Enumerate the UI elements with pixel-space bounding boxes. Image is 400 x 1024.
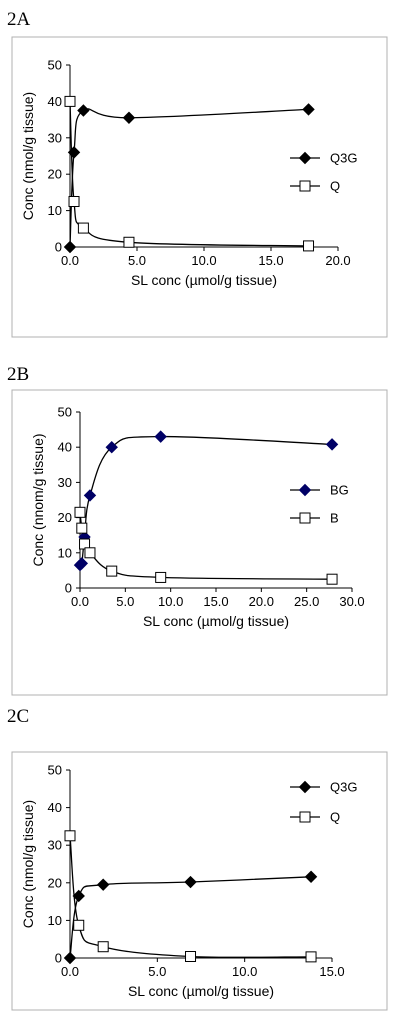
y-tick-label: 40 — [58, 440, 72, 455]
y-tick-label: 50 — [48, 58, 62, 73]
y-axis-title: Conc (nmol/g tissue) — [20, 800, 36, 928]
x-tick-label: 15.0 — [203, 594, 228, 609]
y-tick-label: 10 — [48, 203, 62, 218]
data-point-q3g — [63, 240, 77, 254]
data-point-q3g — [96, 878, 110, 891]
panel-label-2c: 2C — [7, 706, 30, 727]
y-tick-label: 0 — [65, 581, 72, 596]
x-tick-label: 15.0 — [319, 964, 344, 979]
data-point-q3g — [302, 103, 315, 116]
y-tick-label: 30 — [48, 130, 62, 145]
legend-label-q3g: Q3G — [330, 151, 357, 166]
data-point-q3g — [122, 111, 136, 124]
data-point-bg — [325, 438, 339, 451]
y-tick-label: 40 — [48, 94, 62, 109]
y-tick-label: 10 — [58, 545, 72, 560]
y-tick-label: 20 — [58, 510, 72, 525]
y-tick-label: 30 — [48, 838, 62, 853]
chart-2a: 0 10 20 30 40 50 0.0 5.0 10.0 15.0 20.0 SL conc (µm… — [11, 36, 388, 338]
y-tick-label: 20 — [48, 167, 62, 182]
x-axis-title: SL conc (µmol/g tissue) — [143, 613, 289, 629]
data-point-q — [64, 830, 76, 842]
chart-2b: 0 10 20 30 40 50 0.0 5.0 10.0 15.0 20.0 25.0 30.0 SL … — [11, 389, 388, 696]
data-point-q — [77, 222, 89, 234]
x-tick-label: 5.0 — [148, 964, 166, 979]
data-point-q3g — [63, 951, 77, 965]
y-tick-label: 0 — [55, 240, 62, 255]
data-point-bg — [75, 557, 89, 570]
data-point-bg — [83, 489, 97, 502]
legend-label-q: Q — [330, 810, 340, 825]
x-tick-label: 10.0 — [191, 253, 216, 268]
x-tick-label: 0.0 — [61, 964, 79, 979]
legend-marker-q — [299, 180, 311, 192]
y-axis-title: Conc (nmol/g tissue) — [20, 92, 36, 220]
x-axis-title: SL conc (µmol/g tissue) — [131, 272, 277, 288]
x-tick-label: 25.0 — [294, 594, 319, 609]
x-axis-title: SL conc (µmol/g tissue) — [128, 983, 274, 999]
x-tick-label: 15.0 — [258, 253, 283, 268]
chart-frame — [11, 36, 388, 338]
x-tick-label: 0.0 — [61, 253, 79, 268]
x-tick-label: 10.0 — [158, 594, 183, 609]
panel-label-2a: 2A — [7, 9, 31, 30]
data-point-bg — [154, 430, 167, 443]
y-tick-label: 10 — [48, 913, 62, 928]
data-point-q — [73, 919, 85, 931]
legend-marker-q3g — [298, 780, 312, 794]
data-point-bg — [105, 440, 118, 454]
chart-frame — [11, 389, 388, 696]
data-point-q3g — [67, 146, 81, 159]
data-point-b — [74, 506, 86, 518]
legend-marker-bg — [298, 483, 312, 497]
x-tick-label: 10.0 — [232, 964, 257, 979]
data-point-b — [155, 571, 167, 583]
data-point-q — [64, 95, 76, 107]
data-point-q — [68, 196, 80, 207]
y-tick-label: 40 — [48, 800, 62, 815]
data-point-q — [185, 950, 197, 962]
data-point-b — [106, 565, 118, 577]
legend-marker-q — [299, 811, 311, 823]
panel-2a: 2A 0 10 20 30 40 50 0.0 5.0 10.0 15.0 20.0 SL conc … — [0, 0, 400, 340]
legend-label-q: Q — [330, 179, 340, 194]
data-point-b — [326, 573, 338, 585]
data-point-q3g — [72, 889, 85, 903]
y-tick-label: 30 — [58, 475, 72, 490]
data-point-q3g — [77, 104, 90, 117]
x-tick-label: 30.0 — [339, 594, 364, 609]
panel-2c: 2C 0 10 20 30 40 50 0.0 5.0 10.0 15.0 SL conc (µmo… — [0, 680, 400, 1024]
panel-2b: 2B 0 10 20 30 40 50 0.0 5.0 10.0 15.0 20.0 25.0 30.0… — [0, 340, 400, 696]
y-tick-label: 50 — [58, 405, 72, 420]
legend-marker-q3g — [298, 151, 312, 165]
y-tick-label: 0 — [55, 951, 62, 966]
data-point-q3g — [304, 870, 318, 883]
x-tick-label: 20.0 — [325, 253, 350, 268]
y-tick-label: 50 — [48, 763, 62, 778]
y-axis-title: Conc (nnom/g tissue) — [30, 433, 46, 566]
legend-label-bg: BG — [330, 483, 349, 498]
data-point-q — [97, 941, 109, 953]
legend-marker-b — [299, 512, 311, 524]
y-tick-label: 20 — [48, 875, 62, 890]
data-point-q — [303, 240, 315, 252]
x-tick-label: 0.0 — [71, 594, 89, 609]
data-point-b — [76, 522, 88, 534]
data-point-b — [84, 547, 96, 559]
chart-2c: 0 10 20 30 40 50 0.0 5.0 10.0 15.0 SL conc (µmol/g… — [11, 751, 388, 1011]
legend-label-b: B — [330, 511, 339, 526]
data-point-q3g — [184, 875, 197, 889]
x-tick-label: 20.0 — [249, 594, 274, 609]
data-point-q — [305, 951, 317, 963]
panel-label-2b: 2B — [7, 364, 30, 385]
x-tick-label: 5.0 — [128, 253, 146, 268]
data-point-q — [123, 236, 135, 248]
legend-label-q3g: Q3G — [330, 780, 357, 795]
x-tick-label: 5.0 — [116, 594, 134, 609]
